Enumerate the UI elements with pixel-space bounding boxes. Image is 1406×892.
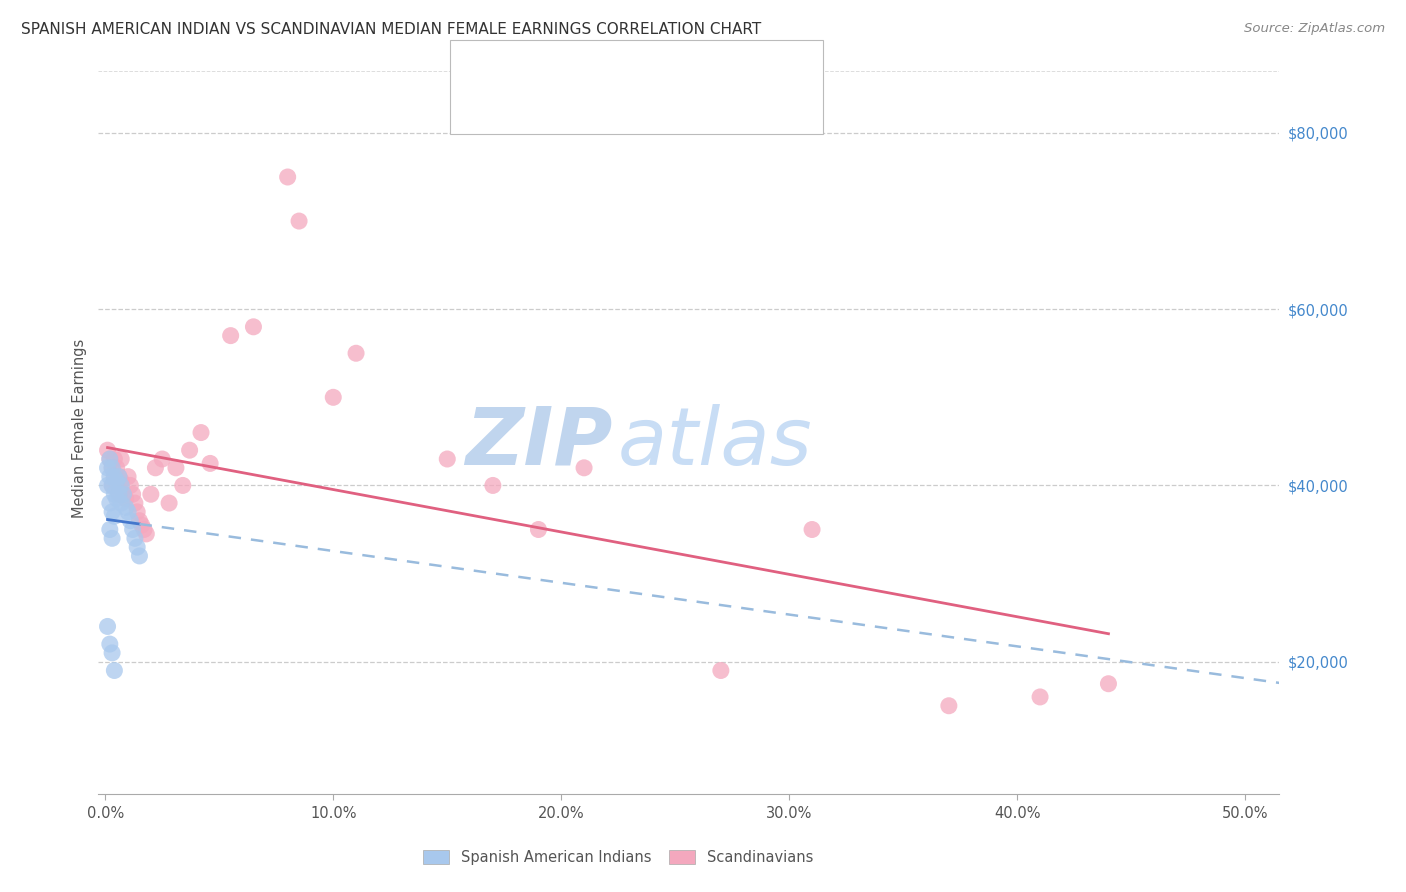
Legend: Spanish American Indians, Scandinavians: Spanish American Indians, Scandinavians	[418, 844, 820, 871]
Point	[108, 487, 131, 501]
Text: atlas: atlas	[619, 404, 813, 482]
Point	[110, 452, 132, 467]
Point	[96, 443, 118, 458]
Point	[1097, 677, 1119, 691]
Point	[172, 478, 194, 492]
Point	[105, 460, 128, 475]
Point	[114, 491, 136, 506]
Text: Source: ZipAtlas.com: Source: ZipAtlas.com	[1244, 22, 1385, 36]
Point	[98, 637, 121, 651]
Point	[98, 452, 121, 467]
Point	[101, 460, 124, 475]
Text: N =: N =	[681, 98, 718, 116]
Point	[108, 469, 131, 483]
Point	[98, 469, 121, 483]
Point	[1029, 690, 1052, 704]
Point	[527, 523, 550, 537]
Point	[135, 527, 157, 541]
Point	[103, 664, 125, 678]
Point	[96, 478, 118, 492]
Point	[165, 460, 187, 475]
Point	[110, 478, 132, 492]
Point	[117, 505, 139, 519]
Point	[219, 328, 242, 343]
Point	[131, 518, 153, 533]
Point	[103, 452, 125, 467]
Point	[288, 214, 311, 228]
Text: -0.208: -0.208	[581, 59, 641, 77]
Point	[277, 169, 299, 184]
Point	[96, 460, 118, 475]
Point	[344, 346, 367, 360]
Point	[132, 523, 155, 537]
Point	[108, 469, 131, 483]
Point	[101, 646, 124, 660]
Text: ZIP: ZIP	[465, 404, 612, 482]
Text: -0.243: -0.243	[581, 98, 641, 116]
Point	[121, 487, 143, 501]
Point	[322, 390, 344, 404]
Point	[98, 496, 121, 510]
Point	[242, 319, 264, 334]
Point	[103, 487, 125, 501]
Point	[101, 478, 124, 492]
Point	[139, 487, 162, 501]
Y-axis label: Median Female Earnings: Median Female Earnings	[72, 339, 87, 517]
Point	[112, 487, 135, 501]
Point	[124, 531, 146, 545]
Text: 47: 47	[740, 98, 763, 116]
Point	[938, 698, 960, 713]
Point	[112, 487, 135, 501]
Point	[128, 549, 150, 563]
Point	[98, 452, 121, 467]
Point	[105, 478, 128, 492]
Point	[157, 496, 180, 510]
Point	[101, 460, 124, 475]
Point	[105, 474, 128, 488]
Point	[124, 496, 146, 510]
Point	[145, 460, 167, 475]
Text: N =: N =	[681, 59, 718, 77]
Point	[121, 523, 143, 537]
Point	[127, 540, 149, 554]
Point	[198, 457, 221, 471]
Point	[482, 478, 505, 492]
Point	[179, 443, 201, 458]
Point	[98, 523, 121, 537]
Point	[114, 500, 136, 515]
Point	[103, 509, 125, 524]
Point	[190, 425, 212, 440]
Text: R =: R =	[523, 59, 558, 77]
Point	[105, 491, 128, 506]
Point	[150, 452, 173, 467]
Point	[101, 505, 124, 519]
Bar	[471, 52, 505, 83]
Point	[436, 452, 458, 467]
Point	[117, 469, 139, 483]
Point	[120, 478, 142, 492]
Bar	[471, 92, 505, 123]
Point	[110, 474, 132, 488]
Point	[120, 514, 142, 528]
Point	[96, 619, 118, 633]
Point	[128, 514, 150, 528]
Text: R =: R =	[523, 98, 558, 116]
Point	[103, 469, 125, 483]
Point	[101, 478, 124, 492]
Text: 31: 31	[740, 59, 762, 77]
Point	[110, 496, 132, 510]
Point	[108, 487, 131, 501]
Point	[572, 460, 595, 475]
Point	[103, 469, 125, 483]
Point	[710, 664, 733, 678]
Point	[127, 505, 149, 519]
Point	[801, 523, 824, 537]
Point	[101, 531, 124, 545]
Text: SPANISH AMERICAN INDIAN VS SCANDINAVIAN MEDIAN FEMALE EARNINGS CORRELATION CHART: SPANISH AMERICAN INDIAN VS SCANDINAVIAN …	[21, 22, 761, 37]
